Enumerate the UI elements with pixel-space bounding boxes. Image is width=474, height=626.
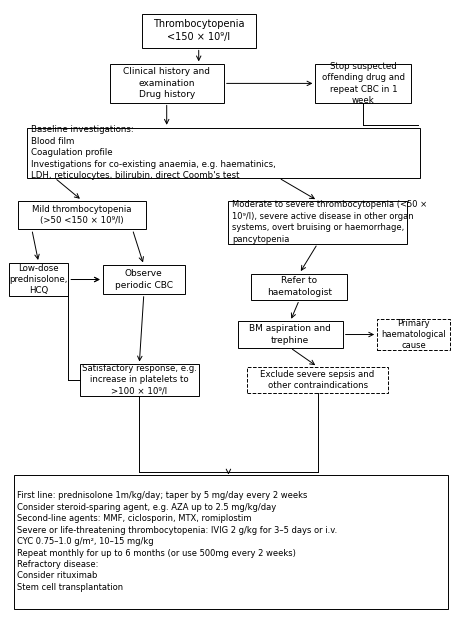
Text: BM aspiration and
trephine: BM aspiration and trephine [249,324,331,345]
Text: Mild thrombocytopenia
(>50 <150 × 10⁹/l): Mild thrombocytopenia (>50 <150 × 10⁹/l) [32,205,132,225]
Text: Thrombocytopenia
<150 × 10⁹/l: Thrombocytopenia <150 × 10⁹/l [153,19,245,42]
Bar [237,321,343,347]
Text: Stop suspected
offending drug and
repeat CBC in 1
week: Stop suspected offending drug and repeat… [322,62,405,105]
Text: Low-dose
prednisolone,
HCQ: Low-dose prednisolone, HCQ [9,264,68,295]
Text: Observe
periodic CBC: Observe periodic CBC [115,269,173,290]
Bar [142,14,256,48]
Bar [18,200,146,229]
Bar [103,265,185,294]
Bar [27,128,420,178]
Text: Baseline investigations:
Blood film
Coagulation profile
Investigations for co-ex: Baseline investigations: Blood film Coag… [31,125,276,180]
Bar [80,364,199,396]
Bar [9,263,68,296]
Text: Moderate to severe thrombocytopenia (<50 ×
10⁹/l), severe active disease in othe: Moderate to severe thrombocytopenia (<50… [232,200,427,244]
Bar [377,319,450,350]
Bar [251,274,347,300]
Bar [109,64,224,103]
Bar [247,367,389,393]
Bar [14,475,448,608]
Text: Satisfactory response, e.g.
increase in platelets to
>100 × 10⁹/l: Satisfactory response, e.g. increase in … [82,364,197,396]
Text: Clinical history and
examination
Drug history: Clinical history and examination Drug hi… [123,68,210,100]
Text: Exclude severe sepsis and
other contraindications: Exclude severe sepsis and other contrain… [261,370,375,390]
Text: Refer to
haematologist: Refer to haematologist [267,277,332,297]
Bar [315,64,411,103]
Text: First line: prednisolone 1m/kg/day; taper by 5 mg/day every 2 weeks
Consider ste: First line: prednisolone 1m/kg/day; tape… [17,491,337,592]
Bar [228,200,407,244]
Text: Primary
haematological
cause: Primary haematological cause [381,319,446,351]
